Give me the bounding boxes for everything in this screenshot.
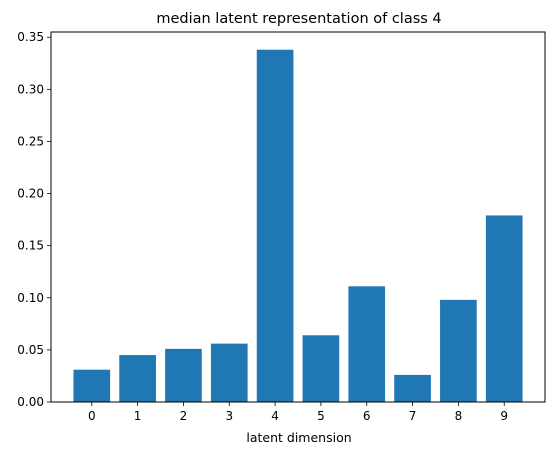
- bar-7: [394, 374, 431, 402]
- x-tick-label-9: 9: [500, 409, 508, 423]
- bar-2: [165, 348, 202, 402]
- y-tick-label-4: 0.20: [17, 187, 44, 201]
- plot-frame: [50, 31, 546, 403]
- x-axis-label: latent dimension: [246, 430, 351, 445]
- bars-group: [73, 49, 523, 402]
- chart-title: median latent representation of class 4: [156, 11, 441, 27]
- x-tick-label-8: 8: [455, 409, 463, 423]
- x-tick-label-7: 7: [409, 409, 417, 423]
- y-tick-label-2: 0.10: [17, 291, 44, 305]
- bar-9: [485, 215, 523, 402]
- y-tick-label-0: 0.00: [17, 395, 44, 409]
- bar-8: [440, 299, 477, 402]
- y-tick-label-3: 0.15: [17, 239, 44, 253]
- bar-0: [73, 369, 111, 402]
- y-tick-label-6: 0.30: [17, 82, 44, 96]
- x-tick-label-4: 4: [271, 409, 279, 423]
- y-tick-label-7: 0.35: [17, 30, 44, 44]
- bar-6: [348, 286, 386, 402]
- x-axis: 0 1 2 3 4 5 6 7 8 9: [88, 402, 508, 423]
- y-tick-label-1: 0.05: [17, 343, 44, 357]
- x-tick-label-0: 0: [88, 409, 96, 423]
- x-tick-label-5: 5: [317, 409, 325, 423]
- x-tick-label-2: 2: [180, 409, 188, 423]
- bar-3: [210, 343, 248, 402]
- bar-5: [302, 335, 340, 402]
- y-tick-label-5: 0.25: [17, 134, 44, 148]
- x-tick-label-6: 6: [363, 409, 371, 423]
- bar-4: [256, 49, 294, 402]
- x-tick-label-1: 1: [134, 409, 142, 423]
- x-tick-label-3: 3: [225, 409, 233, 423]
- bar-1: [119, 355, 156, 402]
- y-axis: 0.00 0.05 0.10 0.15 0.20 0.25 0.30 0.35: [17, 30, 51, 409]
